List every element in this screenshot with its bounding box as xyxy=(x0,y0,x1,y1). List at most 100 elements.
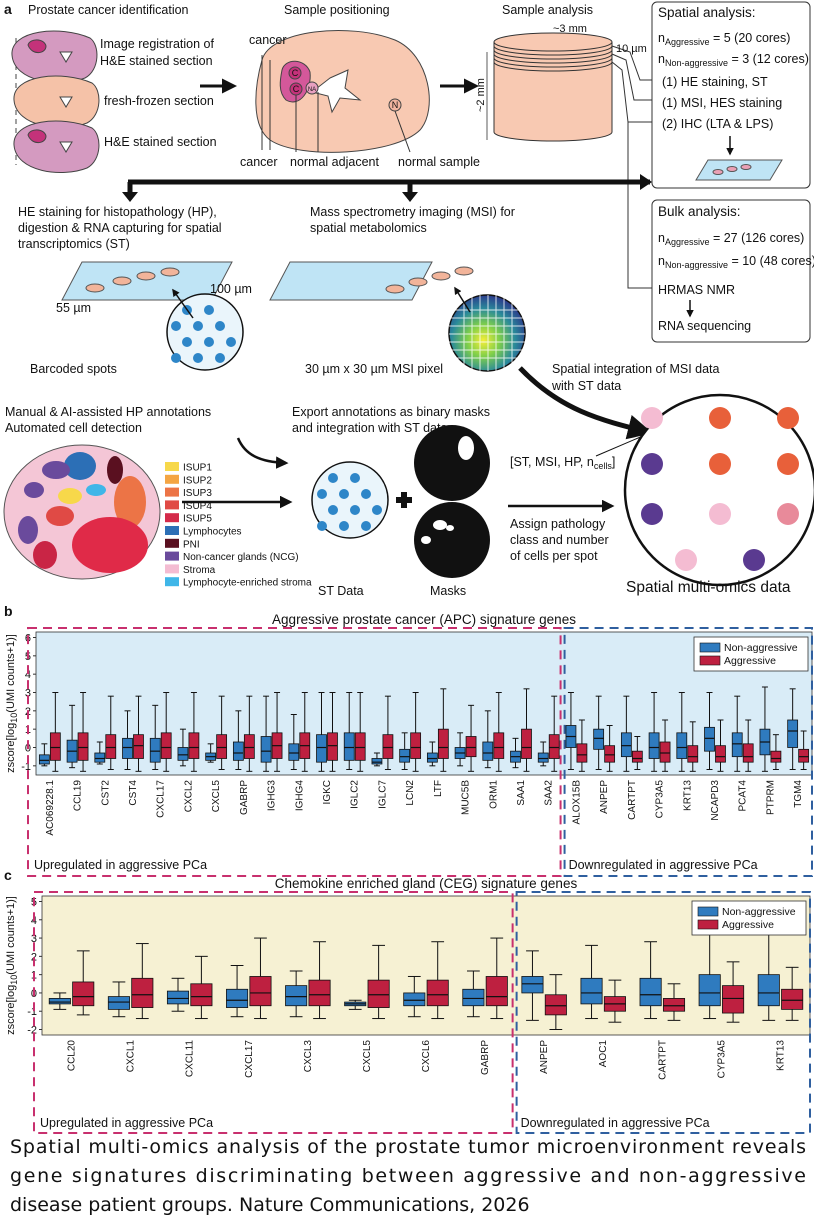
cohort-n: n xyxy=(658,254,665,268)
x-tick-label: CXCL5 xyxy=(211,780,222,813)
box xyxy=(410,732,422,759)
workflow-arrow-part xyxy=(402,192,418,202)
box xyxy=(722,985,745,1014)
barcoded-spots-part-part xyxy=(204,337,214,347)
sample-label: cancer xyxy=(249,33,287,47)
x-tick-label: NCAPD3 xyxy=(710,780,721,821)
x-tick-label: KRT13 xyxy=(682,780,693,811)
annotated-tissue-part xyxy=(33,541,57,569)
st-caption: Barcoded spots xyxy=(30,362,117,376)
multiomics-spots-part xyxy=(709,503,731,525)
box xyxy=(620,732,632,758)
box xyxy=(149,737,161,763)
tissue-sections-part xyxy=(27,129,47,144)
msi-pixels-part xyxy=(454,286,471,313)
st-data-label: ST Data xyxy=(318,584,364,598)
box xyxy=(188,732,200,759)
sample-label: normal sample xyxy=(398,155,480,169)
multiomics-spots xyxy=(623,393,814,587)
workflow-arrow xyxy=(122,174,652,202)
group-region xyxy=(515,891,811,1134)
box xyxy=(354,732,366,761)
x-tick-label: LCN2 xyxy=(405,780,416,806)
slides-part xyxy=(454,266,474,276)
x-tick-label: PTPRM xyxy=(765,780,776,815)
x-tick-label: ANPEP xyxy=(599,780,610,814)
box xyxy=(537,752,549,763)
masks-part xyxy=(446,525,454,531)
x-tick-label: GABRP xyxy=(480,1040,491,1075)
plus xyxy=(396,492,412,508)
x-tick-label: SAA1 xyxy=(516,780,527,806)
caption-line: gene signatures discriminating between a… xyxy=(10,1165,806,1187)
annotated-tissue-part xyxy=(42,461,70,479)
legend-label: ISUP5 xyxy=(183,514,212,525)
group-label: Downregulated in aggressive PCa xyxy=(569,858,758,872)
multiomics-spots-part xyxy=(641,407,663,429)
cohort-text: = 27 (126 cores) xyxy=(709,231,804,245)
sample-slice-part xyxy=(305,81,319,95)
legend-swatch xyxy=(165,551,179,561)
slides-part xyxy=(431,271,451,281)
box xyxy=(403,992,426,1007)
box xyxy=(731,732,743,758)
group-label: Upregulated in aggressive PCa xyxy=(40,1116,213,1130)
st-data-part-part xyxy=(328,473,338,483)
box xyxy=(371,758,383,765)
legend-swatch xyxy=(165,538,179,548)
legend-swatch xyxy=(697,906,719,917)
annotated-tissue-part xyxy=(86,484,106,496)
tissue-sections xyxy=(11,30,100,174)
box xyxy=(770,750,782,763)
x-tick-label: AC069228.1 xyxy=(45,780,56,836)
vector-sub: cells xyxy=(594,461,613,471)
tissue-sections-part xyxy=(13,75,100,129)
box xyxy=(107,996,130,1010)
y-tick-label: -1 xyxy=(27,1006,37,1018)
box xyxy=(382,734,394,759)
box xyxy=(285,985,308,1007)
step-label: Image registration of xyxy=(100,37,214,51)
box xyxy=(243,734,255,759)
annotated-tissue-part xyxy=(58,488,82,504)
box xyxy=(133,734,144,759)
legend-label: Non-aggressive xyxy=(722,906,796,918)
box xyxy=(131,977,154,1008)
annotation-text: Automated cell detection xyxy=(5,421,142,435)
export-text: and integration with ST data xyxy=(292,421,447,435)
x-tick-label: ORM1 xyxy=(488,780,499,809)
box xyxy=(48,998,71,1005)
sample-slice-part xyxy=(394,110,411,153)
x-tick-label: CCL20 xyxy=(67,1040,78,1072)
legend-label: Non-cancer glands (NCG) xyxy=(183,552,299,563)
barcoded-spots-part-part xyxy=(193,321,203,331)
caption-line: Spatial multi-omics analysis of the pros… xyxy=(10,1136,806,1158)
masks-part xyxy=(433,520,447,530)
mini-slide-part xyxy=(726,166,738,172)
x-tick-label: CARTPT xyxy=(627,780,638,820)
box xyxy=(715,745,726,763)
box xyxy=(260,736,272,763)
box xyxy=(367,979,390,1008)
core-marker: N xyxy=(392,100,399,110)
box xyxy=(631,750,643,763)
y-tick-label: 4 xyxy=(25,669,31,681)
legend-swatch xyxy=(165,513,179,523)
y-label-base: zscore[log xyxy=(5,723,17,773)
legend-label: ISUP4 xyxy=(183,501,212,512)
core-stack-part xyxy=(493,42,613,142)
y-label-text: (UMI counts+1)] xyxy=(5,896,17,975)
legend-label: ISUP1 xyxy=(183,463,212,474)
box xyxy=(787,719,799,748)
box xyxy=(648,732,660,759)
box xyxy=(160,732,172,759)
y-label-text: (UMI counts+1)] xyxy=(5,634,17,713)
barcoded-spots xyxy=(166,288,244,371)
y-label-sub: 10 xyxy=(9,713,19,723)
y-label-sub: 10 xyxy=(9,975,19,985)
analysis-step: (1) HE staining, ST xyxy=(662,75,768,89)
x-tick-label: CXCL6 xyxy=(421,1040,432,1073)
barcoded-spots-part-part xyxy=(193,353,203,363)
